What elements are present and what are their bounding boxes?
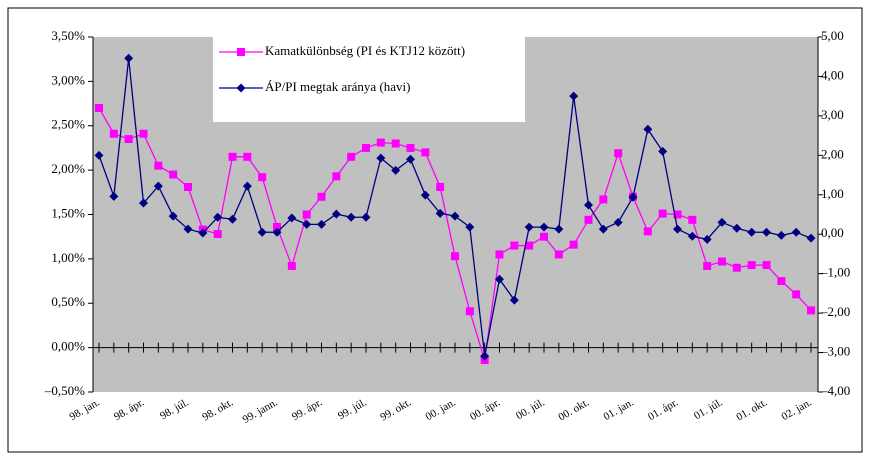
point	[644, 227, 652, 235]
point	[347, 153, 355, 161]
point	[703, 262, 711, 270]
point	[377, 139, 385, 147]
point	[407, 144, 415, 152]
point	[614, 149, 622, 157]
y2-tick-label: 3,00	[821, 107, 844, 122]
y2-tick-label: –4,00	[820, 383, 850, 398]
y2-tick-label: 2,00	[821, 146, 844, 161]
point	[392, 140, 400, 148]
y-tick-label: 1,00%	[51, 250, 85, 265]
point	[421, 148, 429, 156]
point	[792, 290, 800, 298]
y2-tick-label: –1,00	[820, 265, 850, 280]
point	[555, 250, 563, 258]
point	[303, 211, 311, 219]
point	[496, 250, 504, 258]
point	[214, 230, 222, 238]
point	[169, 171, 177, 179]
y2-tick-label: –2,00	[820, 304, 850, 319]
point	[570, 241, 578, 249]
point	[688, 216, 696, 224]
point	[288, 262, 296, 270]
point	[466, 307, 474, 315]
y2-tick-label: 0,00	[821, 225, 844, 240]
chart: 3,50% 3,00% 2,50% 2,00% 1,50% 1,00% 0,50% 0,00%…	[0, 0, 870, 459]
y2-tick-label: 5,00	[821, 28, 844, 43]
point	[748, 261, 756, 269]
y-tick-label: 1,50%	[51, 205, 85, 220]
legend-label: Kamatkülönbség (PI és KTJ12 között)	[265, 43, 465, 58]
point	[599, 195, 607, 203]
y2-tick-label: 1,00	[821, 186, 844, 201]
point	[154, 162, 162, 170]
point	[436, 183, 444, 191]
point	[659, 210, 667, 218]
legend-marker	[237, 48, 245, 56]
point	[763, 261, 771, 269]
point	[585, 216, 593, 224]
y-tick-label: –0,50%	[44, 383, 85, 398]
point	[451, 252, 459, 260]
point	[540, 233, 548, 241]
y2-tick-label: 4,00	[821, 67, 844, 82]
point	[184, 183, 192, 191]
y-tick-label: 0,00%	[51, 339, 85, 354]
y-tick-label: 0,50%	[51, 294, 85, 309]
point	[229, 153, 237, 161]
y2-tick-label: –3,00	[820, 344, 850, 359]
point	[733, 264, 741, 272]
point	[510, 242, 518, 250]
y-tick-label: 3,50%	[51, 28, 85, 43]
legend-label: ÁP/PI megtak aránya (havi)	[265, 79, 410, 94]
point	[95, 104, 103, 112]
y-tick-label: 2,00%	[51, 161, 85, 176]
point	[807, 306, 815, 314]
point	[332, 172, 340, 180]
y-tick-label: 3,00%	[51, 72, 85, 87]
y-tick-label: 2,50%	[51, 117, 85, 132]
point	[362, 144, 370, 152]
point	[140, 130, 148, 138]
point	[777, 277, 785, 285]
point	[125, 135, 133, 143]
point	[243, 153, 251, 161]
point	[110, 130, 118, 138]
point	[258, 173, 266, 181]
point	[318, 193, 326, 201]
point	[718, 258, 726, 266]
